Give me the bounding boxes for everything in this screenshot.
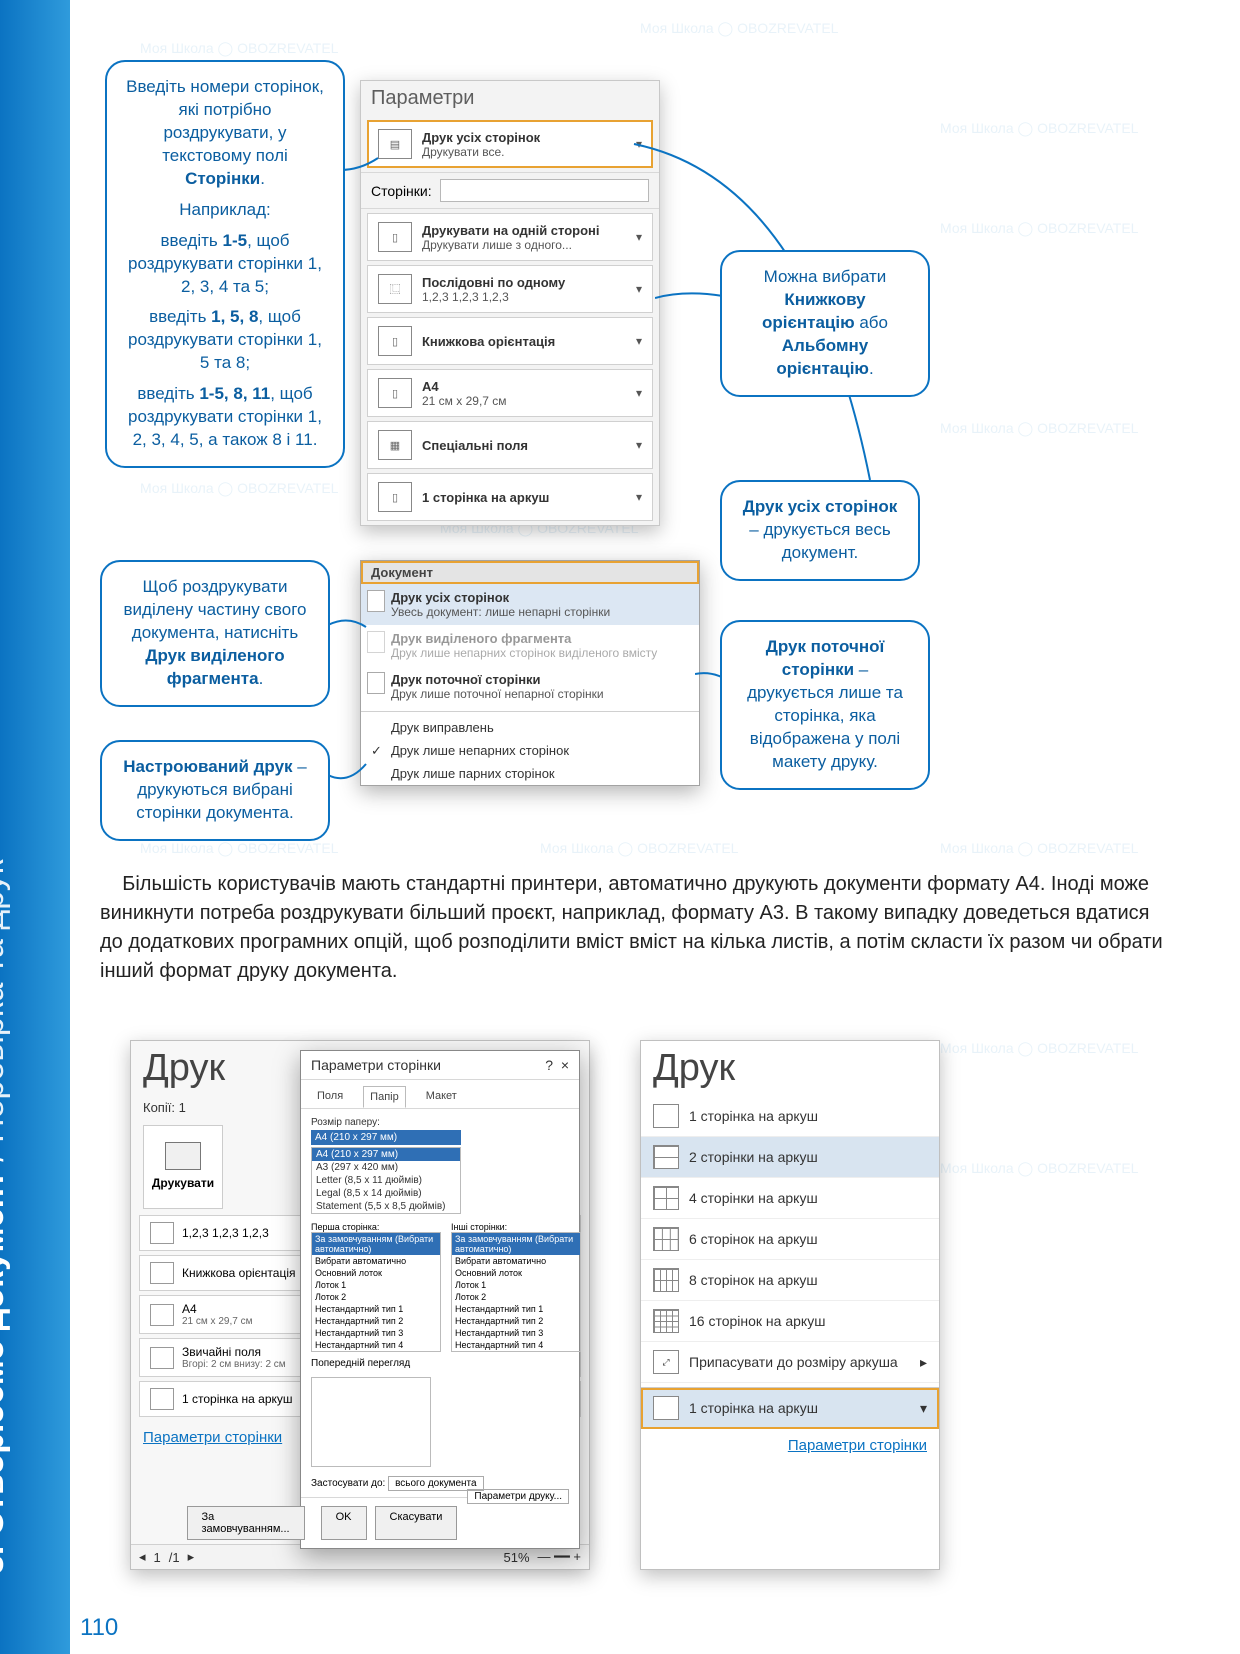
dd-even-only[interactable]: Друк лише парних сторінок: [361, 762, 699, 785]
pps-16[interactable]: 16 сторінок на аркуш: [641, 1301, 939, 1342]
print-settings-panel: Параметри ▤ Друк усіх сторінокДрукувати …: [360, 80, 660, 526]
paper-size-list[interactable]: A4 (210 x 297 мм) A3 (297 x 420 мм) Lett…: [311, 1147, 461, 1214]
callout-custom-print: Настроюваний друк – друкуються вибрані с…: [100, 740, 330, 841]
panel-title: Параметри: [361, 81, 659, 116]
chevron-down-icon: ▾: [636, 490, 642, 504]
page-icon: [367, 672, 385, 694]
callout-orientation: Можна вибрати Книжкову орієнтацію або Ал…: [720, 250, 930, 397]
chevron-down-icon: ▾: [636, 438, 642, 452]
sheet-4-icon: [653, 1186, 679, 1210]
chevron-down-icon: ▾: [636, 282, 642, 296]
margins-icon: ▦: [378, 430, 412, 460]
first-page-source[interactable]: За замовчуванням (Вибрати автоматично) В…: [311, 1232, 441, 1352]
page-setup-dialog: Параметри сторінки ? × Поля Папір Макет …: [300, 1050, 580, 1549]
pps-fit[interactable]: ⤢Припасувати до розміру аркуша▸: [641, 1342, 939, 1383]
dd-print-selection[interactable]: Друк виділеного фрагментаДрук лише непар…: [361, 625, 699, 666]
print-title: Друк: [641, 1041, 939, 1096]
sheet-6-icon: [653, 1227, 679, 1251]
chevron-right-icon: ▸: [920, 1354, 927, 1371]
pages-input[interactable]: [440, 179, 649, 202]
default-button[interactable]: За замовчуванням...: [187, 1506, 305, 1540]
tab-fields[interactable]: Поля: [311, 1086, 349, 1108]
close-icon[interactable]: ×: [561, 1057, 569, 1073]
pps-current[interactable]: 1 сторінка на аркуш▾: [641, 1388, 939, 1429]
a4-icon: [150, 1304, 174, 1326]
print-button[interactable]: Друкувати: [143, 1125, 223, 1209]
dialog-title: Параметри сторінки: [311, 1057, 441, 1073]
collate-icon: [150, 1222, 174, 1244]
callout-pages-input: Введіть номери сторінок, які потрібно ро…: [105, 60, 345, 468]
help-icon[interactable]: ?: [545, 1057, 553, 1073]
callout-all-pages: Друк усіх сторінок – друкується весь док…: [720, 480, 920, 581]
document-dropdown-panel: Документ Друк усіх сторінокУвесь докумен…: [360, 560, 700, 786]
chevron-down-icon: ▾: [636, 137, 642, 151]
page-number: 110: [80, 1614, 118, 1642]
dd-print-current[interactable]: Друк поточної сторінкиДрук лише поточної…: [361, 666, 699, 707]
sheet-8-icon: [653, 1268, 679, 1292]
pages-icon: ▤: [378, 129, 412, 159]
dd-odd-only[interactable]: Друк лише непарних сторінок: [361, 739, 699, 762]
dd-markup[interactable]: Друк виправлень: [361, 716, 699, 739]
pps-4[interactable]: 4 сторінки на аркуш: [641, 1178, 939, 1219]
ok-button[interactable]: OK: [321, 1506, 367, 1540]
page-setup-link[interactable]: Параметри сторінки: [776, 1429, 939, 1462]
other-pages-source[interactable]: За замовчуванням (Вибрати автоматично) В…: [451, 1232, 581, 1352]
page-icon: [367, 590, 385, 612]
dialog-tabs: Поля Папір Макет: [301, 1080, 579, 1109]
chevron-down-icon: ▾: [636, 334, 642, 348]
apply-to-select[interactable]: всього документа: [388, 1476, 484, 1491]
portrait-icon: [150, 1262, 174, 1284]
sheet-icon: ▯: [378, 482, 412, 512]
collate-icon: ⿺: [378, 274, 412, 304]
margins-icon: [150, 1347, 174, 1369]
option-paper-a4[interactable]: ▯ A421 см x 29,7 см ▾: [367, 369, 653, 417]
pps-1[interactable]: 1 сторінка на аркуш: [641, 1096, 939, 1137]
chapter-side-label: 3. Створюємо документ / Перевірка та дру…: [0, 859, 12, 1574]
pps-8[interactable]: 8 сторінок на аркуш: [641, 1260, 939, 1301]
chevron-down-icon: ▾: [920, 1400, 927, 1417]
pps-2[interactable]: 2 сторінки на аркуш: [641, 1137, 939, 1178]
option-print-all[interactable]: ▤ Друк усіх сторінокДрукувати все. ▾: [367, 120, 653, 168]
pps-6[interactable]: 6 сторінок на аркуш: [641, 1219, 939, 1260]
option-margins[interactable]: ▦ Спеціальні поля ▾: [367, 421, 653, 469]
option-orientation[interactable]: ▯ Книжкова орієнтація ▾: [367, 317, 653, 365]
page-setup-link[interactable]: Параметри сторінки: [131, 1421, 294, 1454]
option-pages-per-sheet[interactable]: ▯ 1 сторінка на аркуш ▾: [367, 473, 653, 521]
page-icon: [367, 631, 385, 653]
cancel-button[interactable]: Скасувати: [375, 1506, 458, 1540]
sheet-icon: [150, 1388, 174, 1410]
a4-icon: ▯: [378, 378, 412, 408]
pages-input-row: Сторінки:: [361, 172, 659, 209]
chevron-down-icon: ▾: [636, 230, 642, 244]
option-collate[interactable]: ⿺ Послідовні по одному1,2,3 1,2,3 1,2,3 …: [367, 265, 653, 313]
pages-per-sheet-panel: Друк 1 сторінка на аркуш 2 сторінки на а…: [640, 1040, 940, 1570]
dd-print-all[interactable]: Друк усіх сторінокУвесь документ: лише н…: [361, 584, 699, 625]
sheet-icon: [653, 1104, 679, 1128]
page-icon: ▯: [378, 222, 412, 252]
body-paragraph: Більшість користувачів мають стандартні …: [100, 870, 1170, 986]
option-single-side[interactable]: ▯ Друкувати на одній стороніДрукувати ли…: [367, 213, 653, 261]
print-params-button[interactable]: Параметри друку...: [467, 1489, 569, 1504]
preview-box: [311, 1377, 431, 1467]
sheet-icon: [653, 1396, 679, 1420]
callout-selection: Щоб роздрукувати виділену частину свого …: [100, 560, 330, 707]
callout-current-page: Друк поточної сторінки – друкується лише…: [720, 620, 930, 790]
tab-paper[interactable]: Папір: [363, 1086, 406, 1108]
sheet-16-icon: [653, 1309, 679, 1333]
dropdown-header: Документ: [361, 561, 699, 584]
fit-icon: ⤢: [653, 1350, 679, 1374]
printer-icon: [165, 1142, 201, 1170]
paper-size-select[interactable]: A4 (210 x 297 мм): [311, 1130, 461, 1145]
sheet-2-icon: [653, 1145, 679, 1169]
chevron-down-icon: ▾: [636, 386, 642, 400]
portrait-icon: ▯: [378, 326, 412, 356]
tab-layout[interactable]: Макет: [420, 1086, 463, 1108]
